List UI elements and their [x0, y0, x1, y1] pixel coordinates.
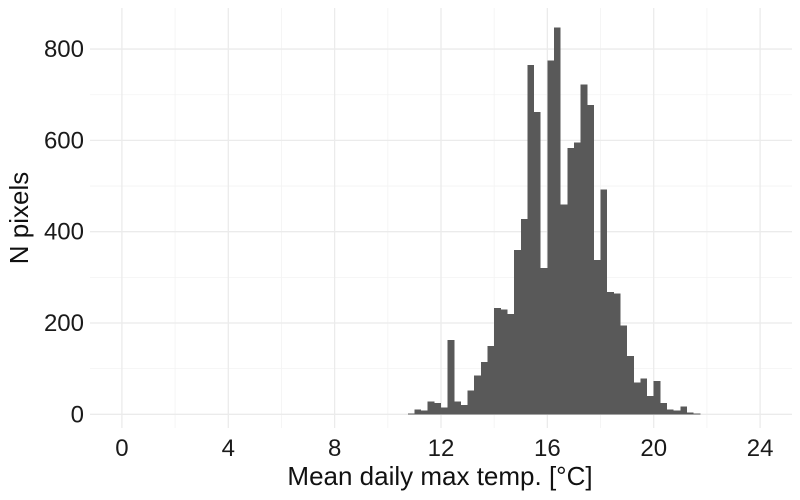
histogram-bar: [434, 402, 441, 415]
histogram-bar: [667, 409, 674, 415]
y-tick-label: 200: [44, 310, 84, 337]
x-tick-label: 4: [222, 435, 235, 462]
histogram-bar: [421, 410, 428, 415]
histogram-bar: [487, 345, 495, 415]
x-tick-label: 24: [747, 435, 774, 462]
histogram-bar: [633, 382, 641, 415]
histogram-bar: [607, 291, 614, 415]
histogram-bar: [507, 313, 515, 415]
histogram-bar: [567, 148, 574, 415]
grid: [90, 8, 792, 428]
y-tick-label: 400: [44, 219, 84, 246]
x-tick-label: 8: [328, 435, 341, 462]
histogram-bar: [653, 380, 661, 415]
bars: [407, 27, 701, 415]
x-tick-label: 12: [428, 435, 455, 462]
x-tick-label: 0: [115, 435, 128, 462]
histogram-bar: [514, 249, 521, 415]
y-tick-label: 800: [44, 36, 84, 63]
histogram-bar: [660, 402, 668, 415]
x-tick-label: 16: [534, 435, 561, 462]
histogram-bar: [474, 375, 481, 415]
histogram-bar: [414, 409, 422, 415]
histogram-bar: [580, 84, 588, 415]
histogram-bar: [686, 412, 694, 415]
histogram-bar: [540, 268, 548, 415]
histogram-bar: [693, 413, 701, 415]
histogram-bar: [407, 413, 415, 415]
histogram-bar: [620, 325, 628, 415]
histogram-bar: [547, 60, 555, 415]
tick-labels: 0 4 8 12 16 20 24 0 200 400 600 800: [44, 36, 773, 462]
histogram-bar: [640, 378, 648, 415]
histogram-bar: [527, 65, 535, 415]
histogram-bar: [587, 104, 594, 415]
histogram-bar: [494, 307, 501, 415]
histogram-bar: [460, 405, 468, 415]
histogram-bar: [573, 142, 581, 415]
histogram-bar: [647, 396, 654, 415]
x-tick-label: 20: [640, 435, 667, 462]
x-axis-title: Mean daily max temp. [°C]: [287, 461, 592, 491]
histogram-bar: [500, 309, 508, 415]
histogram-bar: [600, 189, 608, 415]
histogram-bar: [441, 407, 448, 415]
histogram-bar: [520, 218, 528, 415]
histogram-bar: [627, 355, 634, 415]
histogram-bar: [560, 204, 568, 415]
histogram-bar: [680, 406, 687, 415]
y-tick-label: 0: [71, 401, 84, 428]
y-tick-label: 600: [44, 127, 84, 154]
histogram-bar: [467, 390, 475, 415]
histogram-bar: [454, 401, 461, 415]
histogram-bar: [673, 410, 681, 415]
histogram-bar: [554, 27, 561, 415]
histogram-bar: [593, 260, 601, 415]
histogram-bar: [427, 401, 435, 415]
histogram-bar: [534, 112, 541, 415]
histogram-bar: [613, 293, 621, 415]
y-axis-title: N pixels: [4, 172, 34, 264]
histogram-bar: [480, 361, 488, 415]
histogram-bar: [447, 339, 455, 415]
